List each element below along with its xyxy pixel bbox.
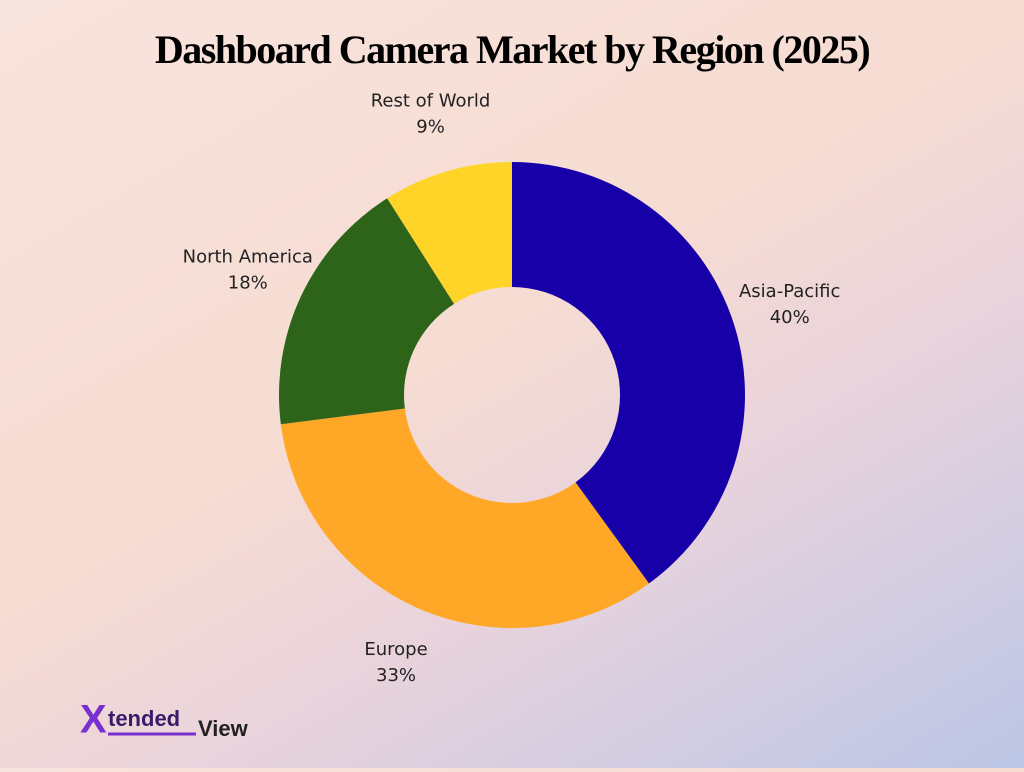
- donut-segment: [280, 408, 649, 629]
- chart-title: Dashboard Camera Market by Region (2025): [155, 27, 870, 72]
- donut-segment: [279, 198, 455, 425]
- logo-text: View: [198, 716, 249, 741]
- logo: X tended View: [80, 698, 249, 742]
- donut-segment: [387, 162, 512, 304]
- segment-value-label: 40%: [770, 307, 810, 328]
- segment-label: Rest of World: [371, 91, 491, 112]
- logo-mark: X: [80, 698, 107, 742]
- segment-value-label: 18%: [228, 273, 268, 294]
- logo-text: tended: [108, 706, 180, 731]
- segment-label: Europe: [364, 639, 427, 660]
- segment-label: Asia-Pacific: [739, 281, 840, 302]
- segment-value-label: 33%: [376, 665, 416, 686]
- segment-value-label: 9%: [416, 117, 445, 138]
- donut-segment: [512, 162, 746, 584]
- segment-label: North America: [183, 247, 313, 268]
